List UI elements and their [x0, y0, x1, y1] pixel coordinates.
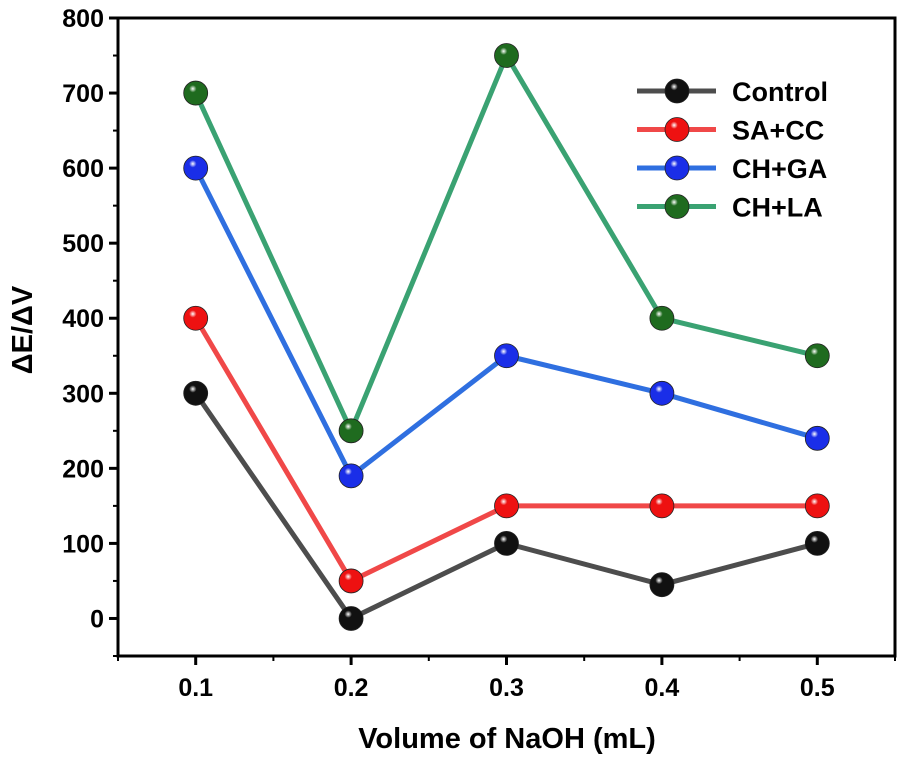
x-tick-label: 0.1: [178, 674, 213, 702]
data-point: [338, 463, 364, 489]
data-point: [183, 155, 209, 181]
data-point: [494, 531, 519, 556]
y-tick-label: 300: [62, 380, 104, 408]
x-tick-label: 0.2: [334, 674, 369, 702]
plot-frame: [116, 16, 897, 658]
y-tick-label: 0: [90, 605, 104, 633]
y-tick-label: 600: [62, 155, 104, 183]
series-line: [193, 166, 818, 479]
data-point: [494, 43, 519, 68]
x-axis-ticks: 0.1 0.2 0.3 0.4 0.5: [117, 656, 896, 702]
legend-label: SA+CC: [732, 116, 824, 146]
data-point: [338, 568, 364, 594]
legend-label: CH+GA: [732, 154, 827, 184]
legend-marker: [664, 194, 690, 219]
y-tick-label: 500: [62, 230, 104, 258]
y-tick-label: 200: [62, 455, 104, 483]
y-axis-label: ΔE/ΔV: [7, 285, 39, 374]
data-point: [338, 606, 364, 631]
x-tick-label: 0.3: [489, 674, 524, 702]
data-point: [649, 305, 675, 331]
x-tick-label: 0.5: [800, 674, 835, 702]
series-points: [183, 43, 830, 631]
data-point: [804, 343, 830, 369]
series-line: [193, 53, 818, 434]
data-point: [183, 305, 209, 331]
data-point: [649, 380, 675, 406]
data-point: [494, 343, 519, 369]
legend-marker: [664, 78, 690, 104]
data-point: [804, 531, 830, 556]
data-point: [804, 425, 830, 451]
data-point: [494, 493, 519, 519]
y-tick-label: 700: [62, 80, 104, 108]
legend-label: CH+LA: [732, 193, 823, 223]
y-axis-ticks: 0 100 200 300 400 500 600 700 800: [62, 5, 118, 657]
data-point: [804, 493, 830, 519]
x-tick-label: 0.4: [645, 674, 680, 702]
y-tick-label: 100: [62, 530, 104, 558]
y-tick-label: 400: [62, 305, 104, 333]
legend-marker: [664, 117, 690, 142]
legend-marker: [664, 155, 690, 181]
data-point: [649, 572, 675, 598]
legend: Control SA+CC CH+GA CH+LA: [637, 77, 828, 223]
legend-label: Control: [732, 77, 828, 107]
data-point: [183, 380, 209, 406]
y-tick-label: 800: [62, 5, 104, 33]
data-point: [649, 493, 675, 519]
data-point: [338, 418, 364, 444]
data-point: [183, 80, 209, 106]
x-axis-label: Volume of NaOH (mL): [358, 723, 656, 755]
